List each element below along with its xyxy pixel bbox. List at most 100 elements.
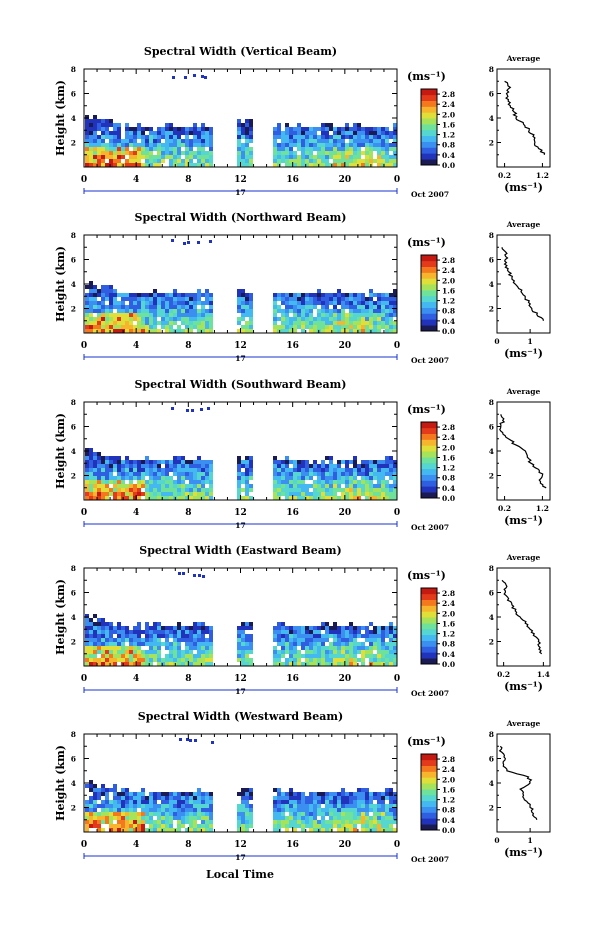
heatmap-cell — [137, 820, 141, 824]
heatmap-cell — [97, 321, 101, 325]
heatmap-cell — [185, 313, 189, 317]
heatmap-cell — [97, 452, 101, 456]
heatmap-cell — [141, 654, 145, 658]
colorbar-segment — [421, 422, 437, 429]
heatmap-cell — [285, 325, 289, 329]
heatmap-cell — [137, 816, 141, 820]
heatmap-cell — [309, 159, 313, 163]
x-tick-label: 0 — [81, 175, 87, 185]
heatmap-cell — [365, 820, 369, 824]
heatmap-cell — [201, 630, 205, 634]
heatmap-cell — [97, 119, 101, 123]
heatmap-cell — [105, 816, 109, 820]
heatmap-cell — [389, 796, 393, 800]
heatmap-cell — [209, 626, 213, 630]
heatmap-cell — [209, 472, 213, 476]
heatmap-cell — [241, 634, 245, 638]
heatmap-cell — [345, 828, 349, 832]
heatmap-cell — [325, 630, 329, 634]
heatmap-cell — [93, 658, 97, 662]
heatmap-cell — [197, 646, 201, 650]
heatmap-cell — [185, 131, 189, 135]
chart-panel-3: Spectral Width (Southward Beam)0 4 8 12 16 20… — [54, 378, 551, 532]
colorbar-unit: (ms⁻¹) — [407, 236, 446, 249]
heatmap-cell — [205, 301, 209, 305]
heatmap-cell — [209, 321, 213, 325]
heatmap-cell — [349, 824, 353, 828]
heatmap-cell — [245, 808, 249, 812]
heatmap-cell — [329, 496, 333, 500]
heatmap-cell — [125, 646, 129, 650]
heatmap-cell — [305, 155, 309, 159]
heatmap-cell — [109, 828, 113, 832]
heatmap-cell — [145, 464, 149, 468]
heatmap-cell — [197, 480, 201, 484]
heatmap-cell — [333, 792, 337, 796]
heatmap-cell — [93, 159, 97, 163]
heatmap-cell — [181, 816, 185, 820]
heatmap-cell — [317, 650, 321, 654]
heatmap-cell — [109, 329, 113, 333]
heatmap-cell — [325, 317, 329, 321]
x-axis: 0 4 8 12 16 20 0 — [81, 402, 400, 518]
heatmap-cell — [105, 147, 109, 151]
heatmap-cell — [389, 820, 393, 824]
heatmap-cell — [361, 804, 365, 808]
heatmap-cell — [182, 572, 185, 575]
heatmap-cell — [205, 472, 209, 476]
heatmap-cell — [169, 305, 173, 309]
heatmap-cell — [141, 325, 145, 329]
heatmap-cell — [85, 123, 89, 127]
heatmap-cell — [173, 127, 177, 131]
date-day: 17 — [235, 521, 245, 530]
heatmap-cell — [381, 638, 385, 642]
heatmap-cell — [337, 650, 341, 654]
heatmap-cell — [205, 638, 209, 642]
heatmap-cell — [149, 329, 153, 333]
heatmap-cell — [329, 626, 333, 630]
heatmap-cell — [309, 476, 313, 480]
heatmap-cell — [381, 492, 385, 496]
heatmap-cell — [129, 828, 133, 832]
heatmap-cell — [165, 321, 169, 325]
heatmap-cell — [317, 812, 321, 816]
heatmap-cell — [145, 317, 149, 321]
heatmap-cell — [97, 662, 101, 666]
heatmap-cell — [353, 658, 357, 662]
heatmap-cell — [177, 143, 181, 147]
heatmap-cell — [237, 642, 241, 646]
heatmap-cell — [121, 147, 125, 151]
heatmap-cell — [357, 812, 361, 816]
heatmap-cell — [197, 155, 201, 159]
heatmap-cell — [293, 816, 297, 820]
heatmap-cell — [85, 638, 89, 642]
heatmap-cell — [137, 484, 141, 488]
heatmap-cell — [93, 151, 97, 155]
heatmap-cell — [209, 808, 213, 812]
heatmap-cell — [289, 650, 293, 654]
heatmap-cell — [165, 464, 169, 468]
heatmap-cell — [101, 816, 105, 820]
heatmap-cell — [117, 820, 121, 824]
heatmap-cell — [117, 151, 121, 155]
heatmap-cell — [313, 135, 317, 139]
heatmap-cell — [353, 638, 357, 642]
heatmap-cell — [109, 658, 113, 662]
heatmap-cell — [293, 301, 297, 305]
heatmap-cell — [361, 484, 365, 488]
heatmap-cell — [281, 654, 285, 658]
heatmap-cell — [161, 796, 165, 800]
heatmap-cell — [189, 492, 193, 496]
heatmap-cell — [277, 317, 281, 321]
heatmap-cell — [105, 638, 109, 642]
chart-title: Spectral Width (Westward Beam) — [138, 710, 343, 723]
heatmap-cell — [113, 804, 117, 808]
heatmap-cell — [373, 317, 377, 321]
heatmap-cell — [297, 468, 301, 472]
heatmap-cell — [145, 460, 149, 464]
colorbar-tick-label: 1.6 — [442, 286, 455, 295]
heatmap-cell — [185, 305, 189, 309]
heatmap-cell — [133, 812, 137, 816]
heatmap-cell — [157, 658, 161, 662]
heatmap-cell — [337, 325, 341, 329]
